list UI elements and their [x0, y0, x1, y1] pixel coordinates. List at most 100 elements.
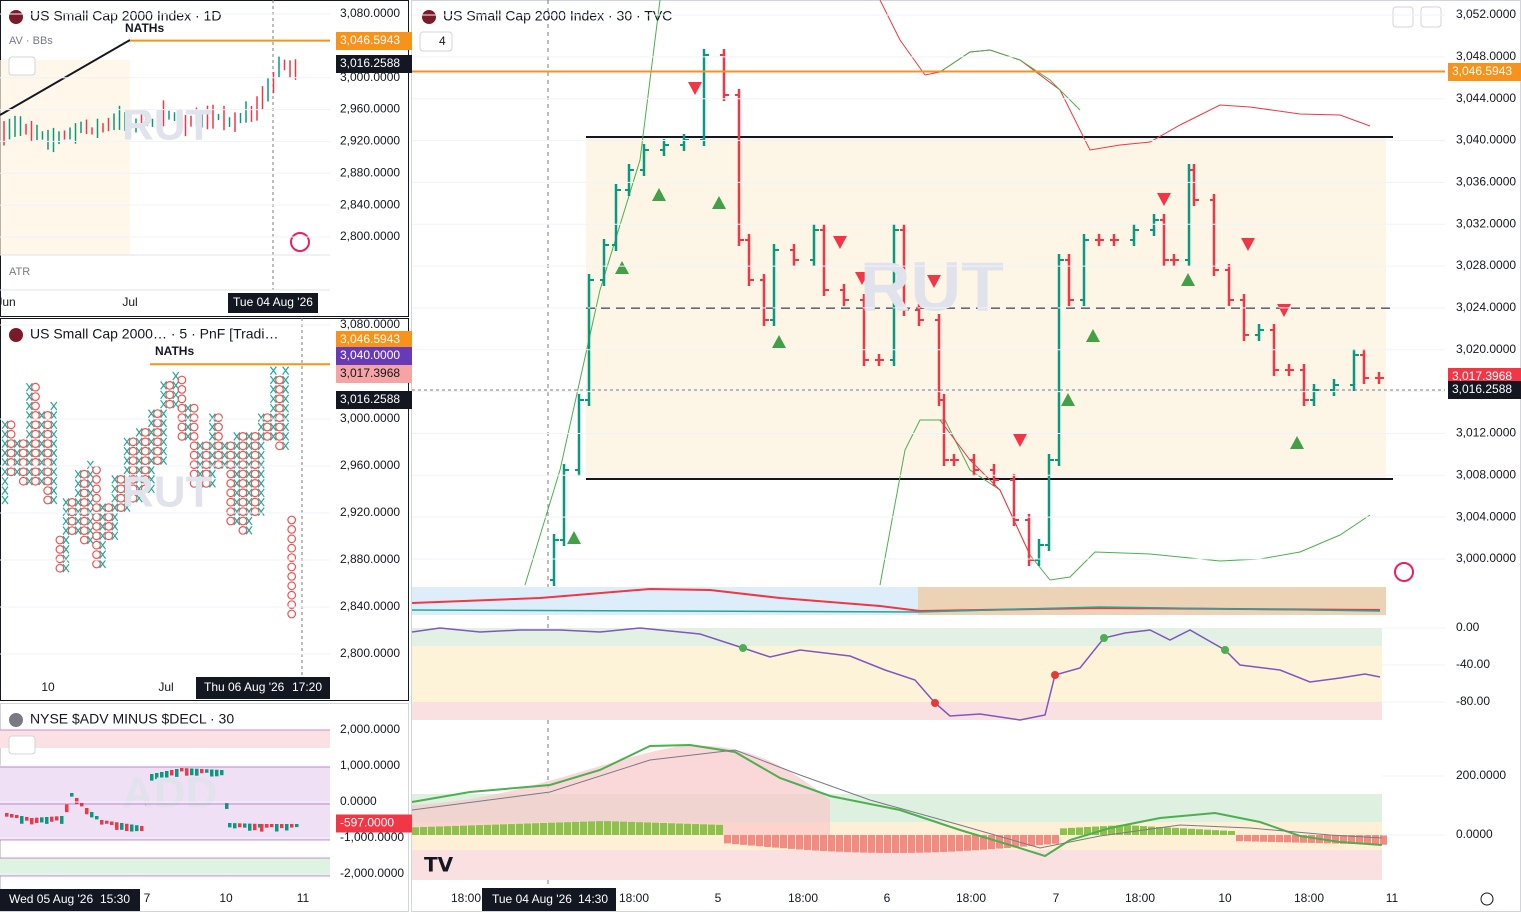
x-tick-label: 11: [1386, 891, 1399, 905]
histogram-bar: [596, 821, 603, 835]
histogram-bar: [1244, 835, 1251, 842]
y-tick-label: -2,000.0000: [340, 866, 404, 880]
histogram-bar: [516, 823, 523, 835]
histogram-bar: [828, 835, 835, 852]
pnf-o: [250, 469, 260, 479]
pnf-o: [79, 535, 89, 545]
pnf-x: [111, 493, 119, 503]
pnf-x: [111, 531, 119, 541]
pnf-o: [67, 526, 77, 535]
pnf-x: [111, 484, 119, 494]
histogram-bar: [1044, 835, 1051, 845]
candle: [120, 823, 124, 830]
candle: [185, 768, 189, 776]
pnf-o: [275, 432, 284, 441]
pnf-x: [233, 497, 241, 507]
pnf-o: [238, 507, 248, 517]
collapse-button[interactable]: [8, 735, 36, 755]
pnf-o: [31, 420, 40, 430]
histogram-bar: [1348, 835, 1355, 844]
pnf-o: [189, 479, 199, 488]
histogram-bar: [620, 821, 627, 835]
pnf-x: [38, 420, 46, 430]
histogram-bar: [860, 835, 867, 853]
buy-signal: [712, 196, 726, 209]
pnf-x: [25, 420, 33, 430]
histogram-bar: [940, 835, 947, 852]
pnf-x: [147, 418, 155, 428]
histogram-bar: [836, 835, 843, 852]
pnf-o: [201, 460, 211, 470]
pnf-o: [201, 441, 211, 451]
candle: [135, 825, 139, 832]
pnf-o: [79, 526, 89, 535]
pnf-o: [238, 469, 248, 479]
histogram-bar: [1164, 827, 1171, 835]
price-tag: [336, 391, 412, 409]
pnf-x: [269, 432, 277, 441]
pnf-o: [128, 484, 138, 494]
price-tag: [336, 55, 412, 73]
candle: [85, 808, 89, 815]
settings-button[interactable]: [1480, 892, 1494, 906]
pnf-o: [67, 507, 77, 517]
indicator-toggle[interactable]: [419, 31, 453, 52]
download-button[interactable]: [1392, 6, 1414, 28]
candle: [290, 824, 294, 828]
pnf-o: [189, 469, 199, 479]
pnf-o: [153, 409, 162, 419]
candle: [65, 804, 69, 813]
histogram-bar: [1020, 835, 1027, 847]
pnf-x: [62, 554, 70, 564]
pnf-x: [25, 411, 33, 420]
candle: [15, 815, 19, 819]
pnf-o: [153, 456, 162, 466]
pnf-x: [50, 476, 58, 486]
cursor-box: [482, 888, 616, 911]
pnf-x: [74, 526, 82, 535]
pnf-x: [50, 458, 58, 467]
pnf-x: [160, 390, 168, 400]
pnf-x: [269, 366, 277, 375]
pnf-x: [196, 450, 204, 460]
pnf-x: [38, 429, 46, 439]
pnf-o: [128, 475, 138, 484]
x-tick-label: 6: [884, 891, 891, 905]
candle: [260, 824, 264, 832]
histogram-bar: [948, 835, 955, 852]
histogram-bar: [748, 835, 755, 846]
buy-signal: [1061, 393, 1075, 406]
x-tick-label: 7: [144, 891, 151, 905]
pnf-x: [160, 428, 168, 437]
event-icon[interactable]: [1394, 562, 1414, 582]
y-tick-label: 200.0000: [1456, 768, 1506, 782]
cursor-time: 14:30: [578, 892, 608, 906]
y-tick-label: 3,048.0000: [1456, 49, 1516, 63]
pnf-x: [99, 531, 107, 541]
pnf-o: [18, 448, 28, 458]
pnf-x: [135, 484, 143, 494]
candle: [228, 823, 232, 828]
collapse-button[interactable]: [8, 56, 36, 76]
x-tick-label: 18:00: [451, 891, 481, 905]
histogram-bar: [764, 835, 771, 847]
histogram-bar: [1236, 835, 1243, 842]
band-line: [879, 419, 1371, 586]
zone: [412, 628, 1382, 646]
pnf-o: [79, 469, 89, 479]
y-tick-label: 3,036.0000: [1456, 175, 1516, 189]
y-tick-label: 3,032.0000: [1456, 216, 1516, 230]
pnf-x: [62, 516, 70, 526]
pnf-o: [250, 441, 260, 451]
event-icon[interactable]: [290, 232, 310, 252]
pnf-o: [177, 432, 187, 441]
histogram-bar: [1076, 827, 1083, 835]
pnf-x: [38, 458, 46, 467]
histogram-bar: [460, 825, 467, 835]
histogram-bar: [972, 835, 979, 851]
fullscreen-button[interactable]: [1420, 6, 1442, 28]
pnf-x: [257, 432, 265, 441]
candle: [35, 817, 39, 823]
pnf-o: [189, 413, 199, 423]
cursor-time: 17:20: [292, 680, 322, 694]
